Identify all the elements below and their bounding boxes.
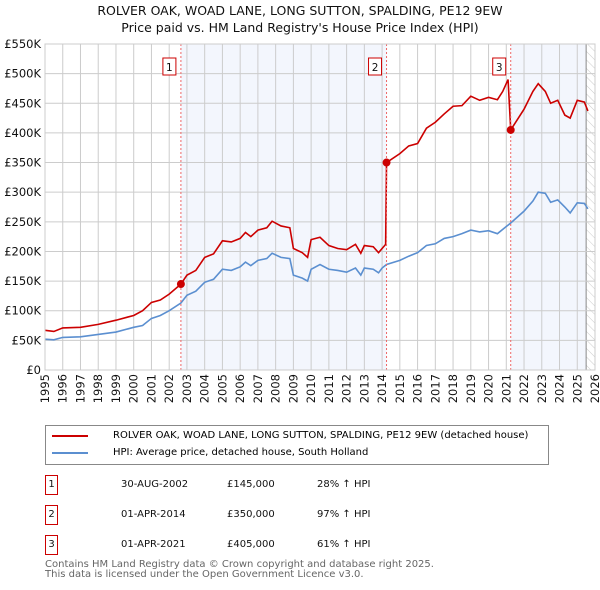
- footer-line-2: This data is licensed under the Open Gov…: [45, 569, 364, 580]
- x-tick-label: 2024: [553, 374, 567, 403]
- y-tick-label: £200K: [4, 244, 41, 258]
- legend-swatch-hpi: [52, 451, 88, 454]
- x-tick-label: 2000: [127, 374, 141, 403]
- x-tick-label: 2011: [322, 374, 336, 403]
- x-tick-label: 1995: [38, 374, 52, 403]
- x-tick-label: 2013: [357, 374, 371, 403]
- sale-price: £350,000: [227, 509, 275, 520]
- plot-border: [44, 43, 596, 371]
- x-tick-label: 2006: [233, 374, 247, 403]
- sale-label: 3: [496, 62, 503, 74]
- hpi-line: [44, 191, 589, 341]
- sale-point: [176, 280, 185, 289]
- chart-subtitle: Price paid vs. HM Land Registry's House …: [121, 20, 479, 35]
- sale-hpi-diff: 28% ↑ HPI: [317, 479, 371, 490]
- sale-label-box: [368, 57, 383, 76]
- x-tick-label: 2009: [286, 374, 300, 403]
- sale-marker-label: 3: [45, 535, 58, 555]
- y-tick-label: £150K: [4, 274, 41, 288]
- sale-price: £145,000: [227, 479, 275, 490]
- shaded-period: [180, 44, 387, 370]
- y-tick-label: £400K: [4, 126, 41, 140]
- chart-title: ROLVER OAK, WOAD LANE, LONG SUTTON, SPAL…: [97, 3, 503, 18]
- y-tick-label: £250K: [4, 215, 41, 229]
- sale-price: £405,000: [227, 539, 275, 550]
- price-chart: 1 2 3 £0 £50K £100K £150K £200K £250K £300K £350K £…: [4, 37, 600, 403]
- chart-legend: ROLVER OAK, WOAD LANE, LONG SUTTON, SPAL…: [45, 425, 549, 465]
- footer-attribution: Contains HM Land Registry data © Crown c…: [45, 560, 434, 580]
- x-tick-label: 2007: [251, 374, 265, 403]
- x-tick-label: 2003: [180, 374, 194, 403]
- x-tick-label: 1996: [56, 374, 70, 403]
- y-tick-label: £550K: [4, 37, 41, 51]
- sale-marker-label: 2: [45, 505, 58, 525]
- x-tick-label: 2021: [499, 374, 513, 403]
- sale-label: 2: [372, 62, 379, 74]
- x-tick-label: 2012: [340, 374, 354, 403]
- footer-line-1: Contains HM Land Registry data © Crown c…: [45, 559, 434, 570]
- future-hatch: [586, 44, 595, 370]
- y-tick-label: £300K: [4, 185, 41, 199]
- x-tick-label: 2025: [570, 374, 584, 403]
- sale-point: [506, 125, 515, 134]
- x-tick-label: 2005: [215, 374, 229, 403]
- legend-label-hpi: HPI: Average price, detached house, Sout…: [113, 447, 369, 458]
- x-tick-label: 2022: [517, 374, 531, 403]
- sale-date: 01-APR-2021: [121, 539, 186, 550]
- x-tick-label: 2026: [588, 374, 600, 403]
- legend-swatch-property: [52, 434, 88, 437]
- x-tick-label: 1998: [91, 374, 105, 403]
- x-tick-label: 2014: [375, 374, 389, 403]
- x-tick-label: 2001: [144, 374, 158, 403]
- sale-label-box: [162, 57, 177, 76]
- x-tick-label: 2019: [464, 374, 478, 403]
- x-tick-label: 1999: [109, 374, 123, 403]
- sale-label: 1: [166, 62, 173, 74]
- sale-marker-label: 1: [45, 475, 58, 495]
- x-tick-label: 2018: [446, 374, 460, 403]
- y-tick-label: £50K: [12, 333, 42, 347]
- x-tick-label: 2023: [535, 374, 549, 403]
- x-tick-label: 2017: [428, 374, 442, 403]
- y-tick-label: £0: [26, 363, 41, 377]
- sale-date: 30-AUG-2002: [121, 479, 189, 490]
- sale-point: [382, 158, 391, 167]
- y-tick-label: £350K: [4, 156, 41, 170]
- sale-hpi-diff: 97% ↑ HPI: [317, 509, 371, 520]
- y-tick-label: £500K: [4, 67, 41, 81]
- sale-hpi-diff: 61% ↑ HPI: [317, 539, 371, 550]
- x-tick-label: 2010: [304, 374, 318, 403]
- x-tick-label: 2020: [482, 374, 496, 403]
- x-tick-label: 2016: [411, 374, 425, 403]
- y-tick-label: £450K: [4, 96, 41, 110]
- y-tick-label: £100K: [4, 304, 41, 318]
- x-tick-label: 1997: [73, 374, 87, 403]
- x-tick-label: 2008: [269, 374, 283, 403]
- legend-label-property: ROLVER OAK, WOAD LANE, LONG SUTTON, SPAL…: [113, 430, 529, 441]
- sale-date: 01-APR-2014: [121, 509, 186, 520]
- sale-label-box: [492, 57, 507, 76]
- x-tick-label: 2004: [198, 374, 212, 403]
- x-tick-label: 2015: [393, 374, 407, 403]
- x-tick-label: 2002: [162, 374, 176, 403]
